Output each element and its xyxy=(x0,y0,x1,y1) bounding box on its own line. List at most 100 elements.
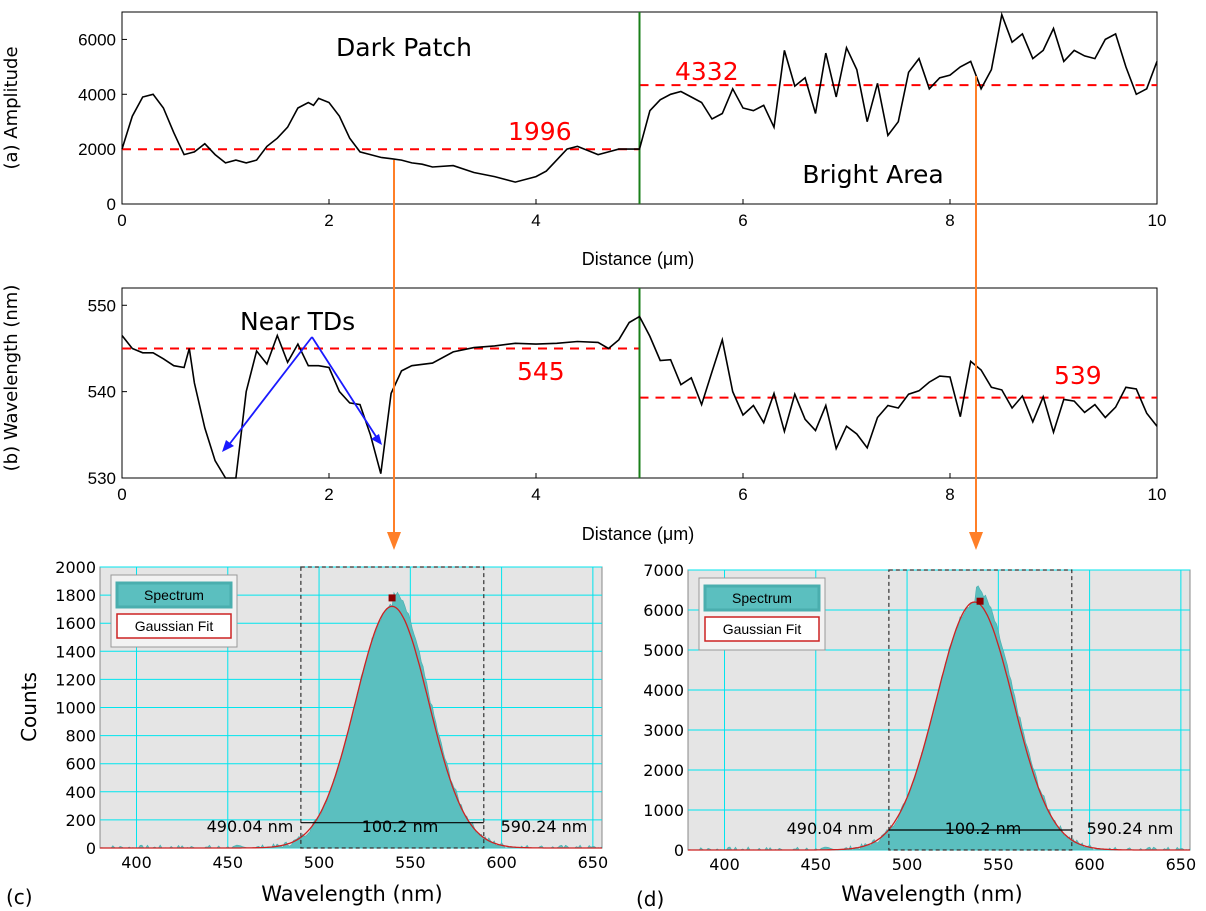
annotation-dark-patch: Dark Patch xyxy=(336,33,472,62)
x-tick-label: 400 xyxy=(121,853,152,872)
x-tick-label: 0 xyxy=(117,485,126,504)
panel-d-fwhm-right-label: 590.24 nm xyxy=(1087,819,1174,838)
panel-d-legend: Spectrum Gaussian Fit xyxy=(698,577,826,651)
x-tick-label: 500 xyxy=(892,855,923,874)
y-tick-label: 4000 xyxy=(643,681,684,700)
y-tick-label: 1400 xyxy=(55,642,96,661)
y-tick-label: 1800 xyxy=(55,586,96,605)
y-tick-label: 6000 xyxy=(643,601,684,620)
y-tick-label: 1000 xyxy=(643,801,684,820)
y-tick-label: 0 xyxy=(86,839,96,858)
legend-spectrum-swatch xyxy=(703,584,821,612)
panel-c-gaussian-fit xyxy=(100,605,602,849)
x-tick-label: 550 xyxy=(983,855,1014,874)
panel-b: 530 540 550 0 2 4 6 8 10 (b) Wavelength (nm) Di… xyxy=(1,285,1166,544)
x-tick-label: 6 xyxy=(738,485,747,504)
panel-c-ylabel: Counts xyxy=(17,672,41,742)
ref-label-545: 545 xyxy=(517,357,565,386)
panel-b-series-line xyxy=(121,315,1158,479)
x-tick-label: 4 xyxy=(531,211,540,230)
x-tick-label: 600 xyxy=(486,853,517,872)
x-tick-label: 8 xyxy=(945,211,954,230)
x-tick-label: 650 xyxy=(578,853,609,872)
legend-fit-label: Gaussian Fit xyxy=(723,621,802,637)
legend-fit-swatch xyxy=(704,616,820,642)
legend-spectrum-label: Spectrum xyxy=(732,590,792,606)
y-tick-label: 6000 xyxy=(78,30,116,49)
y-tick-label: 1200 xyxy=(55,670,96,689)
x-tick-label: 400 xyxy=(709,855,740,874)
panel-d-peak-marker xyxy=(976,597,984,605)
x-tick-label: 10 xyxy=(1148,211,1167,230)
blue-arrow-right xyxy=(311,336,378,439)
legend-spectrum-label: Spectrum xyxy=(144,587,204,603)
y-tick-label: 2000 xyxy=(78,140,116,159)
y-tick-label: 5000 xyxy=(643,641,684,660)
legend-fit-label: Gaussian Fit xyxy=(135,618,214,634)
y-tick-label: 540 xyxy=(88,383,116,402)
y-tick-label: 200 xyxy=(65,811,96,830)
panel-d-fwhm-left-label: 490.04 nm xyxy=(787,819,874,838)
y-tick-label: 2000 xyxy=(643,761,684,780)
orange-arrowhead-right xyxy=(969,532,983,550)
legend-spectrum-swatch xyxy=(115,581,233,609)
annotation-bright-area: Bright Area xyxy=(802,160,943,189)
panel-c-xlabel: Wavelength (nm) xyxy=(261,882,442,906)
x-tick-label: 650 xyxy=(1166,855,1197,874)
y-tick-label: 2000 xyxy=(55,558,96,577)
y-tick-label: 3000 xyxy=(643,721,684,740)
panel-c-peak-marker xyxy=(388,594,396,602)
y-tick-label: 400 xyxy=(65,783,96,802)
legend-fit-swatch xyxy=(116,613,232,639)
x-tick-label: 500 xyxy=(304,853,335,872)
panel-c-legend: Spectrum Gaussian Fit xyxy=(110,574,238,648)
x-tick-label: 2 xyxy=(324,211,333,230)
blue-arrowhead-left xyxy=(222,440,234,452)
y-tick-label: 0 xyxy=(674,841,684,860)
blue-arrow-left xyxy=(227,336,313,447)
y-tick-label: 7000 xyxy=(643,561,684,580)
y-tick-label: 0 xyxy=(107,195,116,214)
ref-label-4332: 4332 xyxy=(675,57,739,86)
y-tick-label: 550 xyxy=(88,296,116,315)
panel-d-label: (d) xyxy=(636,887,664,911)
panel-d-fwhm-box xyxy=(888,569,1073,851)
x-tick-label: 6 xyxy=(738,211,747,230)
x-tick-label: 550 xyxy=(395,853,426,872)
x-tick-label: 10 xyxy=(1148,485,1167,504)
x-tick-label: 4 xyxy=(531,485,540,504)
x-tick-label: 600 xyxy=(1074,855,1105,874)
y-tick-label: 1600 xyxy=(55,614,96,633)
x-tick-label: 8 xyxy=(945,485,954,504)
panel-d-gaussian-fit xyxy=(688,601,1190,851)
y-tick-label: 600 xyxy=(65,755,96,774)
panel-d-fwhm-width-label: 100.2 nm xyxy=(945,819,1022,838)
panel-d-xlabel: Wavelength (nm) xyxy=(841,882,1022,906)
panel-c-fwhm-right-label: 590.24 nm xyxy=(501,817,588,836)
y-tick-label: 800 xyxy=(65,727,96,746)
ref-label-1996: 1996 xyxy=(508,117,572,146)
panel-a: 0 2000 4000 6000 0 2 4 6 8 10 (a) Amplitude Dist… xyxy=(1,11,1167,269)
panel-c-fwhm-box xyxy=(300,566,485,849)
annotation-near-tds: Near TDs xyxy=(240,307,355,336)
x-tick-label: 2 xyxy=(324,485,333,504)
ref-label-539: 539 xyxy=(1054,361,1102,390)
panel-d: 0 1000 2000 3000 4000 5000 6000 7000 400 450 500 5… xyxy=(636,561,1196,911)
x-tick-label: 450 xyxy=(213,853,244,872)
y-tick-label: 1000 xyxy=(55,699,96,718)
y-tick-label: 530 xyxy=(88,469,116,488)
panel-c: 0 200 400 600 800 1000 1200 1400 1600 1800 2000 40… xyxy=(6,558,608,909)
panel-c-fwhm-width-label: 100.2 nm xyxy=(362,817,439,836)
panel-a-series-line xyxy=(121,11,1158,183)
panel-b-xlabel: Distance (μm) xyxy=(582,524,694,544)
blue-arrowhead-right xyxy=(371,434,382,445)
y-tick-label: 4000 xyxy=(78,85,116,104)
panel-a-xlabel: Distance (μm) xyxy=(582,249,694,269)
panel-a-ylabel: (a) Amplitude xyxy=(1,46,22,169)
panel-b-ylabel: (b) Wavelength (nm) xyxy=(1,285,22,472)
panel-c-fwhm-left-label: 490.04 nm xyxy=(207,817,294,836)
x-tick-label: 450 xyxy=(801,855,832,874)
orange-arrowhead-left xyxy=(387,532,401,550)
panel-c-label: (c) xyxy=(6,885,33,909)
